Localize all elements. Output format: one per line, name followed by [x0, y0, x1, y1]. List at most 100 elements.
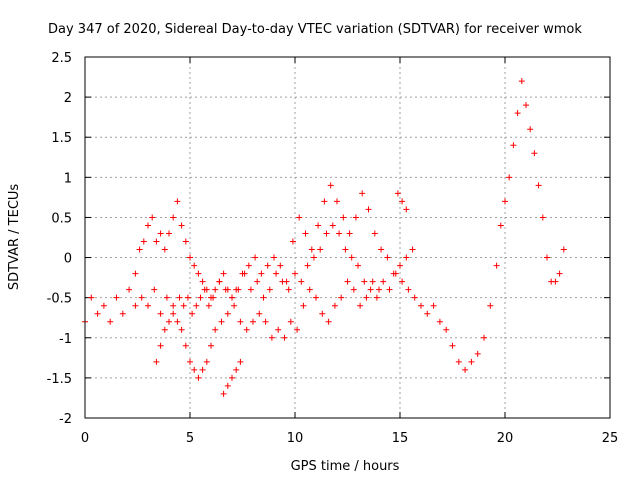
data-point	[157, 310, 164, 317]
data-point	[399, 278, 406, 285]
data-point	[560, 246, 567, 253]
x-tick-label: 10	[287, 431, 304, 446]
data-point	[178, 222, 185, 229]
data-point	[357, 302, 364, 309]
data-point	[338, 294, 345, 301]
data-point	[220, 270, 227, 277]
data-point	[506, 174, 513, 181]
data-point	[113, 294, 120, 301]
data-point	[166, 318, 172, 325]
data-point	[300, 302, 307, 309]
data-point	[468, 358, 475, 365]
data-point	[336, 230, 343, 237]
data-point	[462, 366, 469, 373]
data-point	[187, 254, 193, 261]
data-point	[224, 382, 231, 389]
y-tick-label: 0.5	[51, 211, 72, 226]
data-point	[195, 374, 202, 381]
data-point	[224, 310, 231, 317]
data-point	[325, 318, 332, 325]
data-point	[170, 302, 177, 309]
data-point	[409, 246, 416, 253]
data-point	[405, 286, 412, 293]
data-point	[296, 214, 303, 221]
data-point	[268, 334, 275, 341]
data-point	[502, 198, 508, 205]
data-point	[205, 302, 212, 309]
data-point	[430, 302, 437, 309]
data-point	[203, 358, 210, 365]
data-point	[138, 294, 145, 301]
data-point	[292, 270, 298, 277]
data-point	[390, 270, 397, 277]
data-point	[378, 246, 385, 253]
data-point	[157, 230, 164, 237]
data-point	[237, 318, 244, 325]
data-point	[344, 278, 351, 285]
data-point	[535, 182, 542, 189]
data-point	[218, 318, 225, 325]
data-point	[224, 286, 231, 293]
data-point	[193, 302, 200, 309]
data-point	[170, 310, 177, 317]
data-point	[384, 254, 391, 261]
data-point	[195, 270, 202, 277]
data-point	[481, 334, 487, 341]
data-point	[436, 318, 443, 325]
data-point	[342, 246, 349, 253]
data-point	[298, 278, 305, 285]
data-point	[258, 270, 265, 277]
data-point	[373, 294, 380, 301]
data-point	[359, 190, 366, 197]
data-point	[189, 310, 196, 317]
data-point	[275, 326, 282, 333]
data-point	[487, 302, 494, 309]
data-point	[182, 238, 189, 245]
y-tick-label: -0.5	[47, 292, 72, 307]
data-point	[352, 214, 359, 221]
grid	[85, 57, 610, 418]
data-point	[163, 294, 170, 301]
data-point	[321, 198, 328, 205]
data-point	[348, 254, 355, 261]
data-point	[245, 262, 252, 269]
data-point	[237, 358, 244, 365]
chart-title: Day 347 of 2020, Sidereal Day-to-day VTE…	[48, 22, 582, 37]
data-point	[229, 294, 235, 301]
data-point	[281, 334, 288, 341]
data-point	[239, 270, 246, 277]
data-point	[317, 246, 324, 253]
data-point	[497, 222, 504, 229]
series-group	[82, 78, 567, 373]
series-group	[153, 278, 382, 381]
data-point	[153, 238, 160, 245]
data-point	[266, 286, 273, 293]
data-point	[329, 222, 336, 229]
data-point	[518, 78, 525, 85]
data-point	[474, 350, 481, 357]
data-point	[403, 254, 410, 261]
data-point	[212, 326, 219, 333]
data-point	[174, 318, 181, 325]
data-point	[277, 262, 284, 269]
data-point	[449, 342, 456, 349]
x-tick-label: 5	[186, 431, 194, 446]
data-point	[319, 310, 326, 317]
data-point	[403, 206, 410, 213]
data-point	[271, 254, 277, 261]
data-point	[199, 366, 206, 373]
data-point	[510, 142, 517, 149]
data-point	[308, 246, 315, 253]
x-tick-label: 15	[392, 431, 409, 446]
data-point	[331, 302, 338, 309]
data-point	[197, 294, 204, 301]
data-point	[285, 286, 292, 293]
data-point	[369, 278, 376, 285]
data-point	[256, 310, 263, 317]
data-point	[455, 358, 462, 365]
data-point	[363, 294, 370, 301]
data-point	[289, 238, 296, 245]
data-point	[247, 286, 254, 293]
data-point	[294, 326, 301, 333]
